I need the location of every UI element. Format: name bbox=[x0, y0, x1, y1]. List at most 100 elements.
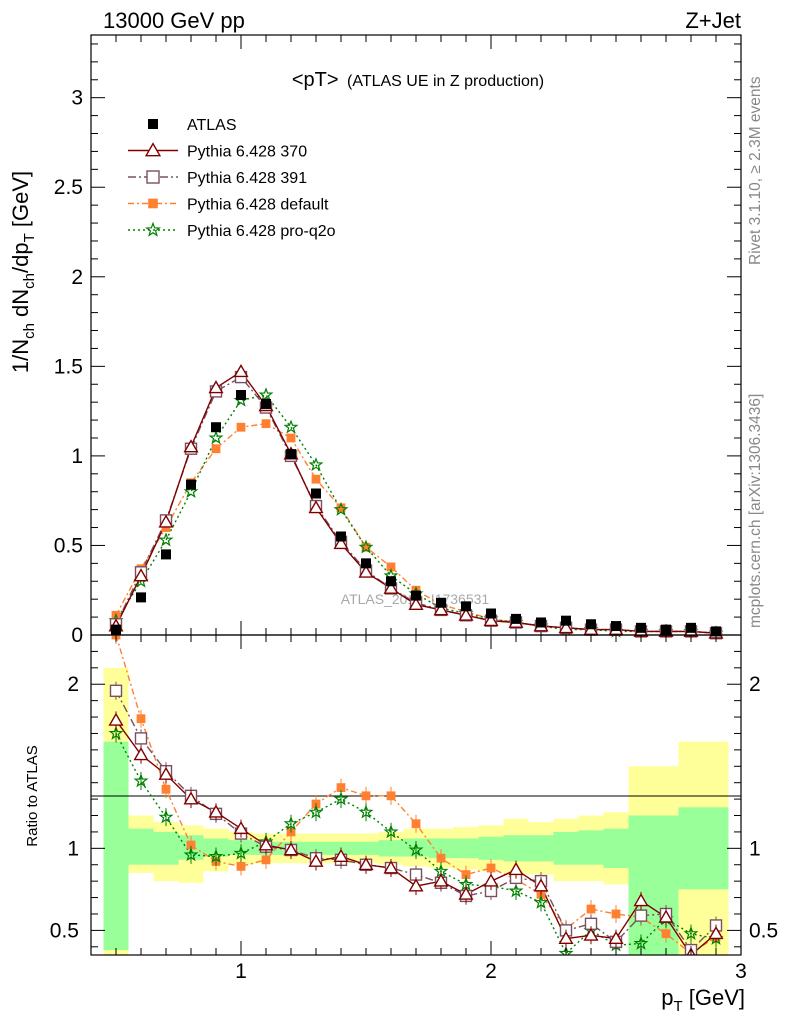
main-y-tick-label: 0 bbox=[71, 624, 83, 647]
ratio-point-pq2o bbox=[158, 809, 174, 824]
main-point-p370 bbox=[358, 564, 374, 578]
main-point-pq2o bbox=[158, 532, 174, 547]
legend-marker-p370 bbox=[144, 142, 162, 157]
ratio-point-pq2o bbox=[283, 815, 299, 831]
main-point-ATLAS bbox=[486, 608, 496, 619]
main-y-tick-label: 3 bbox=[71, 87, 83, 110]
ratio-point-p370 bbox=[258, 837, 274, 851]
header-analysis-label: Z+Jet bbox=[685, 8, 741, 33]
ratio-band-inner bbox=[128, 828, 154, 865]
plot-title-sub: (ATLAS UE in Z production) bbox=[347, 73, 544, 90]
main-point-pdefault bbox=[286, 433, 296, 443]
ratio-y-tick-label: 0.5 bbox=[50, 919, 79, 942]
main-point-p370 bbox=[333, 535, 349, 550]
ratio-point-p370 bbox=[133, 747, 149, 761]
ratio-point-pdefault bbox=[661, 929, 671, 939]
main-point-pq2o bbox=[183, 483, 199, 499]
legend: ATLAS Pythia 6.428 370 Pythia 6.428 391 Pyt… bbox=[128, 117, 336, 240]
main-point-ATLAS bbox=[136, 592, 146, 603]
main-point-ATLAS bbox=[511, 613, 521, 624]
ratio-point-pq2o bbox=[233, 845, 249, 860]
ratio-point-pq2o bbox=[108, 725, 124, 740]
ratio-point-pdefault bbox=[261, 855, 271, 865]
main-point-pq2o bbox=[258, 387, 274, 402]
ratio-point-p370 bbox=[633, 893, 649, 907]
main-point-ATLAS bbox=[661, 624, 671, 635]
main-point-pq2o bbox=[283, 419, 299, 434]
main-point-ATLAS bbox=[361, 558, 371, 569]
ratio-point-p370 bbox=[333, 848, 349, 862]
header-process-label: 13000 GeV pp bbox=[103, 8, 245, 33]
ratio-band-inner bbox=[428, 838, 454, 859]
ratio-panel: 0.5 0.5 1 1 2 2 1 2 3 bbox=[50, 634, 778, 983]
ratio-point-p370 bbox=[583, 927, 599, 941]
main-y-axis-label: 1/Nch dNch/dpT [GeV] bbox=[8, 171, 38, 373]
ratio-band-inner bbox=[103, 741, 129, 951]
main-point-p370 bbox=[483, 612, 499, 627]
legend-marker-ATLAS bbox=[148, 119, 158, 129]
ratio-point-p370 bbox=[183, 791, 199, 805]
ratio-point-p391 bbox=[634, 909, 648, 922]
ratio-point-pq2o bbox=[183, 847, 199, 862]
main-point-ATLAS bbox=[561, 615, 571, 626]
ratio-point-pdefault bbox=[136, 714, 146, 724]
main-point-p370 bbox=[158, 514, 174, 528]
ratio-point-pq2o bbox=[533, 894, 549, 909]
x-tick-label: 2 bbox=[485, 960, 497, 983]
main-point-ATLAS bbox=[111, 624, 121, 635]
ratio-band-inner bbox=[578, 830, 604, 865]
main-point-ATLAS bbox=[436, 597, 446, 608]
legend-marker-pdefault bbox=[148, 198, 158, 209]
main-point-p370 bbox=[558, 620, 574, 634]
ratio-point-p370 bbox=[458, 886, 474, 900]
main-point-ATLAS bbox=[636, 622, 646, 633]
main-point-p370 bbox=[133, 568, 149, 582]
main-point-ATLAS bbox=[236, 390, 246, 400]
main-point-ATLAS bbox=[536, 617, 546, 628]
ratio-point-p391 bbox=[134, 732, 148, 745]
main-y-tick-label: 1 bbox=[71, 445, 83, 468]
main-point-ATLAS bbox=[161, 549, 171, 560]
legend-label-pq2o: Pythia 6.428 pro-q2o bbox=[187, 223, 336, 240]
main-point-ATLAS bbox=[211, 422, 221, 433]
ratio-point-p370 bbox=[558, 930, 574, 945]
ratio-band-inner bbox=[528, 835, 554, 862]
legend-label-p391: Pythia 6.428 391 bbox=[187, 170, 307, 187]
main-point-ATLAS bbox=[611, 621, 621, 632]
main-point-p370 bbox=[408, 596, 424, 610]
main-panel: ATLAS_2019_I1736531 00.511.522.53 ATLASP… bbox=[54, 34, 742, 647]
main-point-pq2o bbox=[333, 501, 349, 516]
main-point-pdefault bbox=[211, 444, 221, 454]
main-point-pdefault bbox=[336, 503, 346, 513]
ratio-point-p370 bbox=[358, 857, 374, 871]
ratio-y-tick-label: 2 bbox=[67, 673, 79, 696]
main-point-ATLAS bbox=[711, 626, 721, 637]
ratio-panel-frame bbox=[90, 634, 742, 956]
ratio-point-p370 bbox=[608, 930, 624, 945]
main-point-pdefault bbox=[311, 474, 321, 484]
x-tick-label: 1 bbox=[235, 960, 247, 983]
ratio-point-pdefault bbox=[336, 783, 346, 793]
ratio-y-tick-label-right: 1 bbox=[749, 837, 761, 860]
ratio-point-pq2o bbox=[333, 791, 349, 806]
rivet-version-label: Rivet 3.1.10, ≥ 2.3M events bbox=[747, 76, 764, 265]
ratio-point-p370 bbox=[658, 909, 674, 923]
x-tick-label: 3 bbox=[735, 960, 747, 983]
main-point-pq2o bbox=[308, 457, 324, 472]
ratio-point-pq2o bbox=[408, 842, 424, 857]
main-point-ATLAS bbox=[686, 622, 696, 633]
legend-label-ATLAS: ATLAS bbox=[187, 117, 237, 134]
ratio-point-p370 bbox=[283, 842, 299, 856]
legend-label-pdefault: Pythia 6.428 default bbox=[187, 197, 329, 214]
ratio-y-axis-label: Ratio to ATLAS bbox=[24, 745, 41, 846]
main-point-pdefault bbox=[261, 419, 271, 429]
ratio-point-pdefault bbox=[386, 791, 396, 801]
ratio-point-pdefault bbox=[461, 870, 471, 879]
ratio-band-inner bbox=[353, 841, 379, 855]
ratio-point-pq2o bbox=[308, 804, 324, 819]
ratio-point-p370 bbox=[533, 878, 549, 892]
ratio-point-p370 bbox=[383, 860, 399, 874]
main-point-ATLAS bbox=[411, 590, 421, 601]
main-point-pdefault bbox=[386, 562, 396, 572]
